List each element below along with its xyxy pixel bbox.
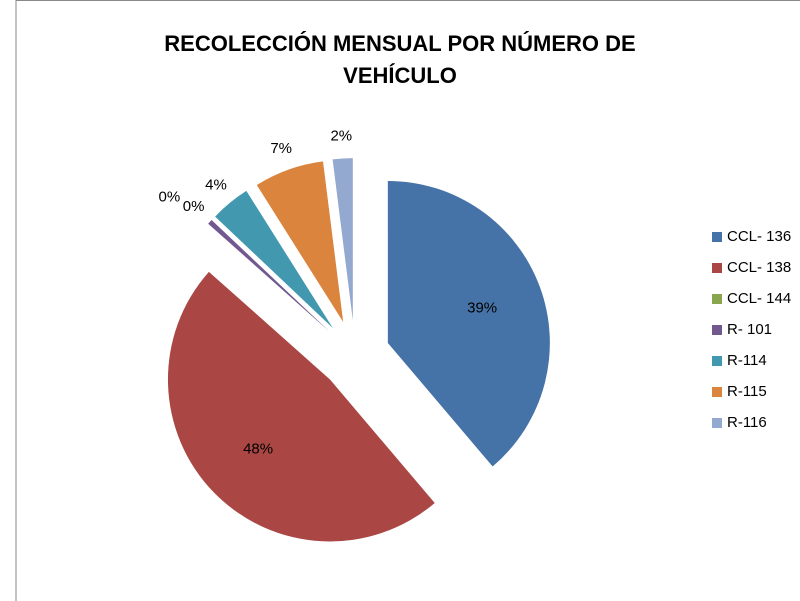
legend-swatch: [712, 325, 722, 335]
chart-title: RECOLECCIÓN MENSUAL POR NÚMERO DE VEHÍCU…: [164, 31, 636, 88]
data-label: 39%: [467, 299, 497, 316]
pie-slice: [208, 219, 330, 332]
data-label: 0%: [158, 188, 180, 205]
legend-label: CCL- 136: [727, 228, 791, 245]
legend-label: R-116: [727, 414, 767, 431]
pie-slice: [332, 158, 353, 321]
legend-swatch: [712, 232, 722, 242]
pie-slice: [167, 271, 435, 542]
legend-label: CCL- 144: [727, 290, 791, 307]
data-label: 7%: [270, 140, 292, 157]
legend-label: R-114: [727, 352, 767, 369]
data-label: 2%: [330, 127, 352, 144]
data-label: 0%: [183, 198, 205, 215]
legend-label: CCL- 138: [727, 259, 791, 276]
legend-swatch: [712, 294, 722, 304]
pie-slice: [215, 190, 333, 328]
legend-swatch: [712, 356, 722, 366]
data-label: 48%: [243, 441, 273, 458]
data-label: 4%: [205, 177, 227, 194]
legend-swatch: [712, 387, 722, 397]
legend-label: R-115: [727, 383, 767, 400]
legend-label: R- 101: [727, 321, 772, 338]
chart-border: [15, 0, 800, 601]
legend-swatch: [712, 263, 722, 273]
legend-swatch: [712, 418, 722, 428]
pie-slice: [256, 161, 344, 323]
pie-slice: [387, 180, 550, 467]
